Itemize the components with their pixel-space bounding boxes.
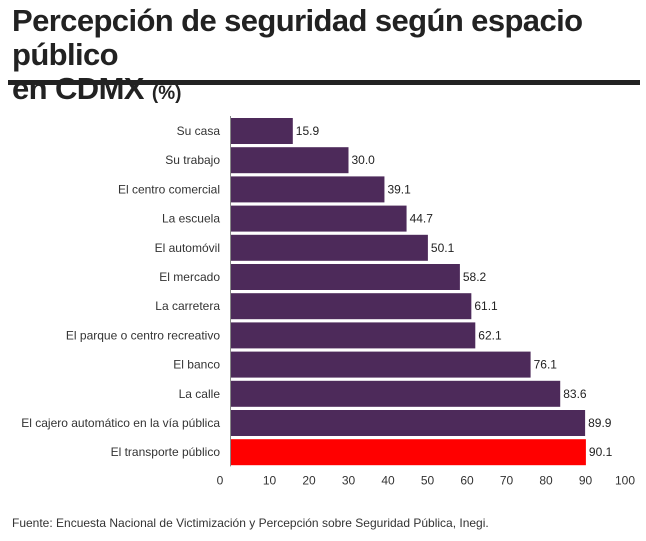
x-tick-label: 90	[579, 473, 593, 487]
bar-8	[231, 322, 476, 349]
value-label: 50.1	[431, 241, 455, 255]
value-label: 61.1	[474, 299, 498, 313]
x-tick-label: 70	[500, 473, 514, 487]
chart-title: Percepción de seguridad según espacio pú…	[12, 4, 638, 111]
bar-2	[231, 147, 349, 174]
bar-6	[231, 264, 460, 290]
bar-chart: Su casa 15.9 Su trabajo 30.0 El centro comer…	[21, 116, 635, 487]
category-label: El banco	[173, 358, 220, 372]
x-tick-label: 20	[302, 473, 316, 487]
bar-12	[231, 439, 586, 466]
x-tick-label: 50	[421, 473, 435, 487]
value-label: 90.1	[589, 445, 613, 459]
bar-10	[231, 380, 561, 407]
x-tick-label: 100	[615, 473, 635, 487]
x-tick-label: 60	[460, 473, 474, 487]
x-tick-label: 40	[381, 473, 395, 487]
bars-layer: Su casa 15.9 Su trabajo 30.0 El centro comer…	[21, 118, 613, 466]
title-line-1: Percepción de seguridad según espacio pú…	[12, 3, 583, 72]
title-line-2: en CDMX	[12, 71, 144, 106]
x-tick-label: 80	[539, 473, 553, 487]
value-label: 83.6	[563, 387, 587, 401]
category-label: El cajero automático en la vía pública	[21, 416, 220, 430]
category-label: El centro comercial	[118, 182, 220, 196]
bar-5	[231, 234, 428, 261]
category-label: El transporte público	[111, 445, 221, 459]
value-label: 62.1	[478, 328, 502, 342]
category-label: El mercado	[159, 270, 220, 284]
bar-3	[231, 176, 385, 203]
category-label: El automóvil	[155, 241, 220, 255]
bar-9	[231, 351, 531, 378]
value-label: 30.0	[352, 153, 376, 167]
title-unit: (%)	[151, 83, 182, 104]
bar-4	[231, 205, 407, 232]
bar-1	[231, 118, 293, 144]
category-label: El parque o centro recreativo	[66, 328, 220, 342]
x-axis: 0 10 20 30 40 50 60 70 80 90 100	[217, 116, 635, 487]
category-label: La escuela	[162, 212, 220, 226]
category-label: Su casa	[177, 124, 221, 138]
x-tick-label: 30	[342, 473, 356, 487]
x-tick-label: 0	[217, 473, 224, 487]
value-label: 58.2	[463, 270, 487, 284]
value-label: 89.9	[588, 416, 612, 430]
category-label: La calle	[179, 387, 221, 401]
category-label: La carretera	[155, 299, 220, 313]
value-label: 15.9	[296, 124, 320, 138]
title-rule	[8, 80, 640, 85]
category-label: Su trabajo	[165, 153, 220, 167]
bar-7	[231, 293, 472, 320]
value-label: 39.1	[387, 182, 411, 196]
value-label: 76.1	[534, 358, 558, 372]
value-label: 44.7	[410, 212, 434, 226]
bar-11	[231, 410, 586, 436]
x-tick-label: 10	[263, 473, 277, 487]
source-note: Fuente: Encuesta Nacional de Victimizaci…	[12, 516, 489, 530]
